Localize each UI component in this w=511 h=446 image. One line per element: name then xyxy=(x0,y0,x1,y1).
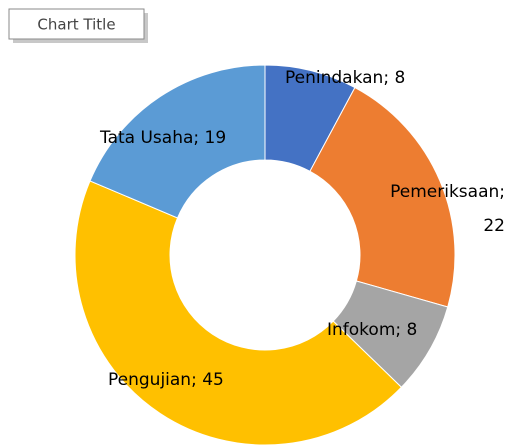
donut-segment: Tata Usaha xyxy=(89,64,266,219)
data-label: Penindakan; 8 xyxy=(285,68,405,88)
donut-segment: Pengujian xyxy=(74,180,403,446)
data-label: Tata Usaha; 19 xyxy=(99,128,226,148)
title-box[interactable] xyxy=(8,8,145,40)
data-label: Infokom; 8 xyxy=(327,320,417,340)
chart-title[interactable]: Chart Title xyxy=(37,16,115,34)
data-label: Pemeriksaan; 22 xyxy=(390,182,505,236)
data-label: Pengujian; 45 xyxy=(108,370,224,390)
donut-segment: Pemeriksaan xyxy=(309,86,456,308)
data-labels: Penindakan; 8 Pemeriksaan; 22 Infokom; 8 Pen… xyxy=(99,68,505,390)
donut: PenindakanPemeriksaanInfokomPengujianTat… xyxy=(74,64,456,446)
